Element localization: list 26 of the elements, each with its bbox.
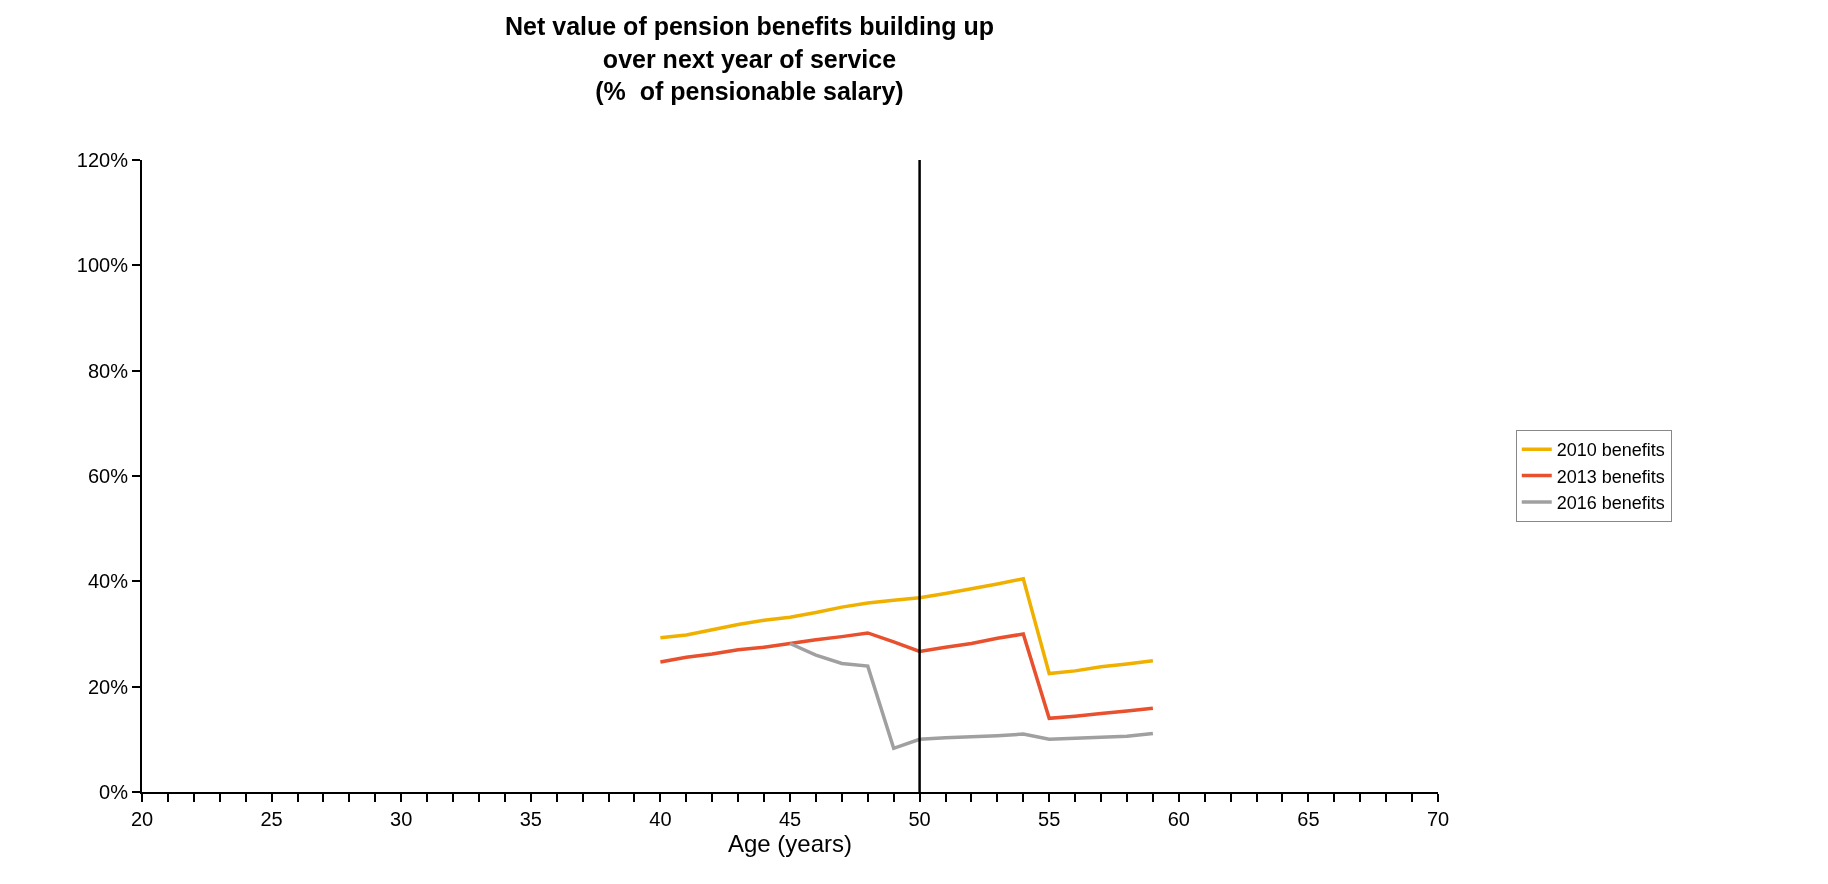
- y-tick-label: 100%: [76, 254, 129, 277]
- x-tick-label: 30: [390, 808, 413, 830]
- line-series: [788, 641, 1155, 751]
- y-tick-label: 40%: [87, 570, 129, 593]
- x-tick-label: 70: [1426, 808, 1450, 830]
- legend-label: 2010 benefits: [1556, 440, 1665, 461]
- x-tick-label: 25: [260, 808, 283, 830]
- y-tick-label: 0%: [99, 781, 129, 803]
- line-series: [658, 576, 1155, 676]
- legend-label: 2016 benefits: [1556, 493, 1665, 514]
- x-tick-label: 55: [1038, 808, 1061, 830]
- x-tick-label: 60: [1167, 808, 1190, 830]
- x-axis-title: Age (years): [727, 830, 853, 857]
- y-tick-label: 80%: [87, 359, 129, 382]
- x-tick-label: 20: [130, 808, 154, 830]
- x-tick-label: 40: [649, 808, 672, 830]
- legend-label: 2013 benefits: [1556, 466, 1665, 487]
- line-series: [658, 631, 1155, 721]
- x-tick-label: 50: [908, 808, 931, 830]
- x-tick-label: 65: [1297, 808, 1320, 830]
- x-tick-label: 45: [778, 808, 802, 830]
- y-tick-label: 120%: [76, 149, 129, 171]
- y-tick-label: 60%: [87, 465, 129, 487]
- x-tick-label: 35: [519, 808, 542, 830]
- chart-title: Net value of pension benefits building up over next year of service (% of pensionable salary): [505, 12, 994, 106]
- y-tick-label: 20%: [87, 675, 129, 698]
